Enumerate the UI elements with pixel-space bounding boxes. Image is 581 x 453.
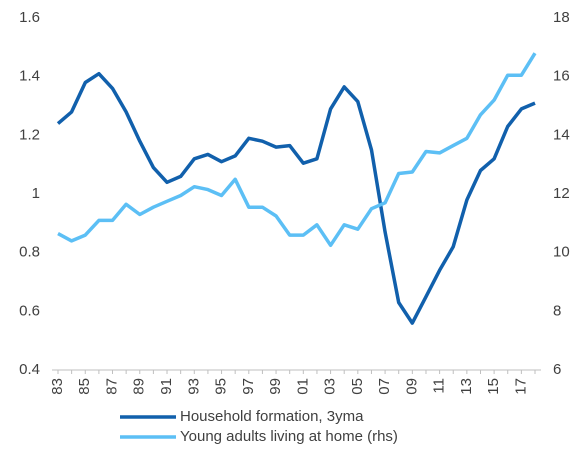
series-line [56, 71, 536, 325]
x-tick-label: 07 [376, 378, 393, 395]
y-tick-label: 0.6 [19, 302, 40, 319]
series-line [57, 52, 537, 248]
x-tick-label: 97 [240, 378, 257, 395]
y-tick-label: 1.6 [19, 9, 40, 26]
y2-tick-label: 16 [553, 68, 570, 85]
y2-tick-label: 12 [553, 185, 570, 202]
x-tick-label: 09 [403, 378, 420, 395]
y-tick-label: 0.8 [19, 244, 40, 261]
x-tick-label: 01 [294, 378, 311, 395]
x-tick-label: 83 [49, 378, 66, 395]
legend-label: Household formation, 3yma [180, 408, 364, 425]
x-tick-label: 17 [512, 378, 529, 395]
x-tick-label: 13 [458, 378, 475, 395]
y2-tick-label: 6 [553, 361, 561, 378]
x-tick-label: 15 [485, 378, 502, 395]
x-tick-label: 99 [267, 378, 284, 395]
y2-tick-label: 8 [553, 302, 561, 319]
x-tick-label: 95 [213, 378, 230, 395]
y2-tick-label: 10 [553, 244, 570, 261]
x-tick-label: 87 [103, 378, 120, 395]
x-tick-label: 89 [131, 378, 148, 395]
x-tick-label: 03 [322, 378, 339, 395]
x-tick-label: 11 [431, 378, 448, 394]
y-tick-label: 1.2 [19, 126, 40, 143]
x-tick-label: 91 [158, 378, 175, 395]
x-tick-label: 05 [349, 378, 366, 395]
x-tick-label: 85 [76, 378, 93, 395]
legend-label: Young adults living at home (rhs) [180, 428, 398, 445]
x-tick-label: 93 [185, 378, 202, 395]
y2-tick-label: 14 [553, 126, 570, 143]
y-tick-label: 1 [32, 185, 40, 202]
y-tick-label: 0.4 [19, 361, 40, 378]
y-tick-label: 1.4 [19, 68, 40, 85]
y2-tick-label: 18 [553, 9, 570, 26]
